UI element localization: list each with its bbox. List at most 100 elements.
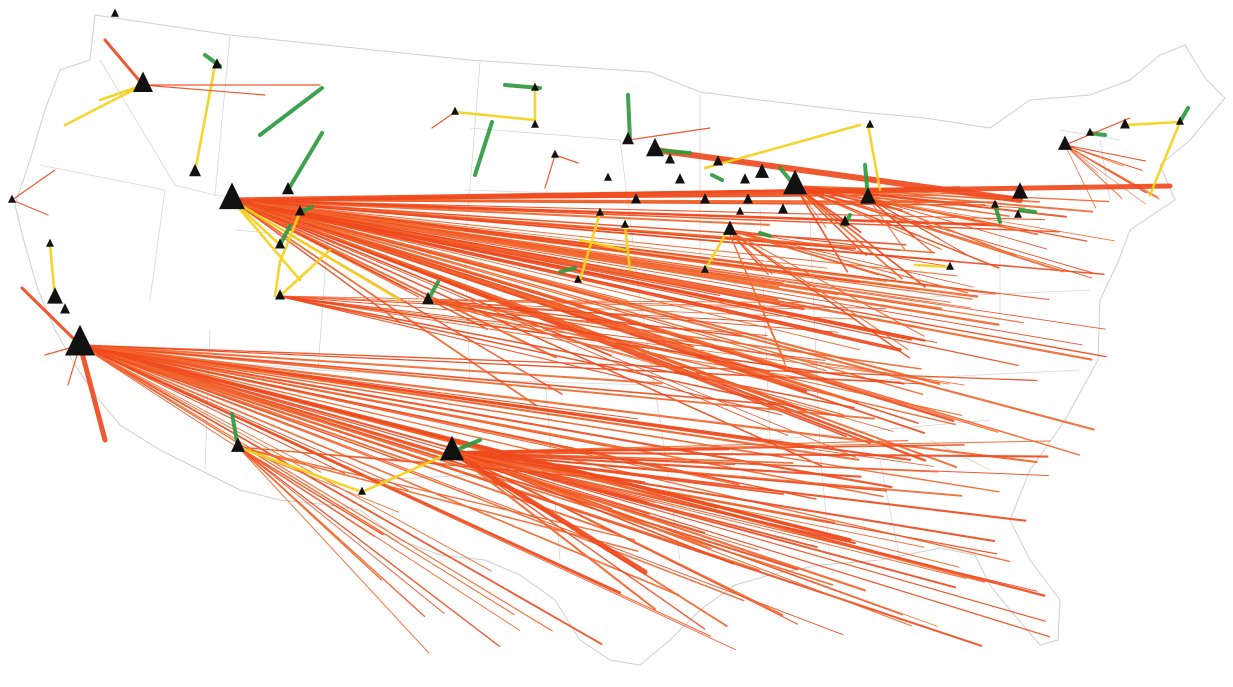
triangle-hub-icon [1086,127,1094,136]
flow-line-long [231,199,408,290]
triangle-hub-icon [700,193,710,204]
triangle-hub-icon [743,193,753,204]
flow-line-long [427,299,922,370]
flow-line-long [451,451,706,630]
flow-line-long [237,446,602,477]
flow-line-short [286,131,324,192]
flow-line-long [451,451,666,501]
triangle-hub-icon [422,291,434,305]
flow-line-short [558,266,577,274]
triangle-hub-icon [991,199,999,208]
triangle-hub-icon [866,119,874,128]
triangle-hub-icon [631,193,641,204]
flow-line-long [451,451,1051,638]
triangle-hub-icon [1058,135,1072,150]
flow-line-long [1064,144,1160,200]
triangle-hub-icon [701,264,709,273]
flow-line-long [78,343,893,489]
flow-line-long [231,199,924,395]
triangle-hub-icon [282,181,294,195]
flow-line-long [427,299,956,426]
triangle-hub-icon [1120,118,1130,129]
flow-line-short [626,93,632,142]
flow-line-long [867,197,1026,209]
triangle-hub-icon [755,163,769,178]
flow-line-medium [453,110,537,122]
flow-line-long [230,198,999,226]
flow-line-long [230,198,1093,361]
flow-line-medium [623,223,632,272]
triangle-hub-icon [295,205,305,216]
triangle-hub-icon [596,207,604,216]
flow-line-long [277,295,845,419]
flow-line-long [794,185,1093,279]
flow-line-medium [866,123,882,192]
flow-line-long [79,344,1046,622]
flow-line-long [237,446,445,614]
flow-line-long [79,344,925,385]
triangle-hub-icon [713,155,723,166]
flow-line-heavy [78,343,852,542]
flow-line-long [79,344,515,615]
flow-line-long [237,446,384,536]
flow-line-medium [578,238,627,252]
flow-line-long [727,229,789,373]
flow-line-long [727,229,880,276]
flow-line-long [867,197,1039,236]
flow-line-medium [703,228,730,272]
flow-line-long [794,185,1094,274]
flow-line-long [79,344,680,596]
triangle-hub-icon [46,238,54,247]
flow-line-short [1018,208,1037,214]
flow-line-medium [273,260,282,298]
flow-line-long [79,344,409,491]
triangle-hub-icon [65,324,95,356]
flow-line-long [450,450,1049,458]
flow-line-local [142,84,266,96]
flow-line-long [231,199,1106,330]
flow-line-long [79,344,875,420]
triangle-hub-icon [574,274,582,283]
flow-line-long [727,229,974,288]
us-outline [14,14,1226,666]
flow-line-medium [913,263,952,269]
flow-line-medium [236,445,364,494]
flow-line-heavy [230,198,902,352]
triangle-hub-icon [740,173,750,184]
flow-line-long [451,440,909,453]
flow-line-long [867,197,933,253]
triangle-hub-icon [47,287,63,304]
flow-line-long [237,446,521,631]
flow-line-long [79,344,603,646]
flow-line-long [231,199,823,467]
triangle-hub-icon [358,486,366,495]
triangle-hub-icon [231,437,245,452]
flow-line-short [473,120,494,177]
flow-line-local [11,199,49,216]
flow-line-long [231,199,958,277]
triangle-hub-icon [646,137,664,157]
triangle-hub-icon [440,435,464,461]
flow-line-medium [578,211,602,282]
flow-line-long [237,446,430,654]
flow-line-medium [230,198,302,282]
flow-line-long [231,199,1083,346]
flow-line-long [231,199,936,254]
flow-line-long [79,344,834,586]
flow-line-long [78,343,1038,464]
triangle-hub-icon [189,163,201,177]
flow-line-long [1064,144,1147,205]
flow-line-long [794,185,1000,269]
flow-line-local [544,154,556,189]
triangle-hub-icon [665,153,675,164]
flow-line-long [79,344,615,534]
triangle-hub-icon [275,238,285,249]
flow-line-long [450,450,866,592]
flow-line-long [794,185,868,257]
flow-line-long [867,197,968,256]
flow-line-medium [63,83,145,127]
flow-line-long [79,344,553,632]
triangle-hub-icon [111,8,119,17]
flow-line-medium [1123,120,1182,127]
